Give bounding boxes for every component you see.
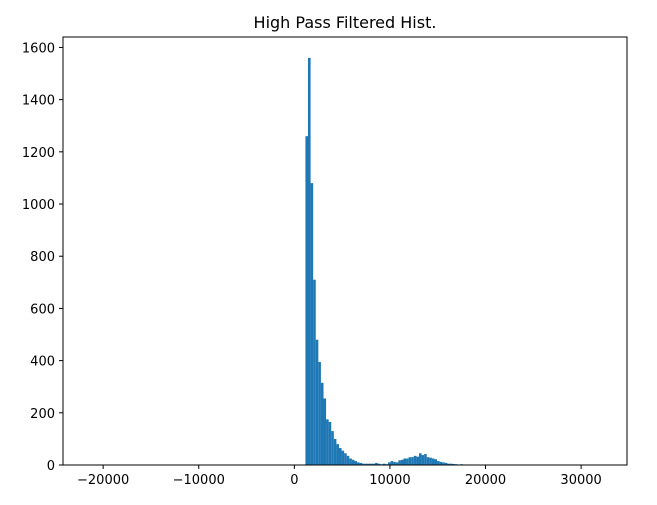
histogram-bar — [388, 462, 391, 465]
histogram-bar — [359, 462, 363, 465]
histogram-bar — [452, 463, 456, 465]
histogram-bar — [369, 463, 373, 465]
histogram-bar — [444, 462, 448, 465]
histogram-bar — [418, 453, 422, 465]
x-tick-label: 20000 — [465, 473, 506, 488]
histogram-bar — [442, 462, 445, 465]
y-tick-label: 1400 — [22, 94, 55, 109]
histogram-bar — [426, 457, 430, 465]
histogram-bar — [308, 57, 311, 465]
y-tick-label: 200 — [30, 407, 55, 422]
histogram-bar — [393, 461, 396, 465]
histogram-bar — [413, 455, 417, 465]
x-tick-label: 10000 — [369, 473, 410, 488]
histogram-bar — [439, 461, 443, 465]
y-axis-ticks: 0 200 400 600 800 1000 1200 1400 1600 — [22, 41, 63, 474]
histogram-bar — [395, 462, 399, 465]
histogram-bar — [357, 462, 360, 465]
histogram-bar — [320, 382, 324, 465]
histogram-bar — [344, 453, 347, 465]
x-tick-label: −10000 — [173, 473, 225, 488]
histogram-bar — [382, 463, 386, 465]
histogram-bar — [431, 458, 435, 465]
histogram-bar — [429, 457, 432, 465]
histogram-bar — [434, 459, 438, 465]
histogram-bar — [367, 463, 370, 465]
histogram-bar — [362, 463, 365, 465]
histogram-bar — [403, 458, 407, 465]
histogram-bar — [447, 463, 450, 465]
histogram-bar — [421, 455, 425, 465]
histogram-bar — [326, 419, 329, 465]
y-tick-label: 1200 — [22, 146, 55, 161]
histogram-bar — [424, 454, 427, 465]
x-tick-label: −20000 — [77, 473, 129, 488]
histogram-bar — [437, 461, 440, 465]
histogram-bar — [305, 136, 309, 466]
histogram-bar — [331, 431, 334, 465]
histogram-bar — [346, 455, 350, 465]
histogram-bar — [323, 398, 327, 465]
y-tick-label: 800 — [30, 250, 55, 265]
histogram-bar — [372, 463, 376, 465]
histogram-bar — [338, 448, 342, 465]
x-tick-label: 30000 — [560, 473, 601, 488]
y-tick-label: 1600 — [22, 41, 55, 56]
histogram-bar — [408, 457, 412, 465]
chart-title: High Pass Filtered Hist. — [254, 13, 437, 32]
histogram-bar — [328, 421, 332, 465]
histogram-bar — [349, 458, 352, 465]
histogram-bar — [375, 462, 378, 465]
histogram-bar — [398, 460, 401, 465]
histogram-bar — [336, 444, 339, 465]
histogram-bar — [390, 461, 394, 465]
histogram-bar — [411, 457, 414, 465]
x-axis-ticks: −20000 −10000 0 10000 20000 30000 — [77, 465, 602, 488]
histogram-bar — [351, 459, 355, 465]
histogram-bar — [354, 461, 358, 465]
histogram-bar — [341, 450, 345, 465]
y-tick-label: 1000 — [22, 198, 55, 213]
y-tick-label: 400 — [30, 355, 55, 370]
histogram-bar — [400, 459, 404, 465]
histogram-bar — [406, 458, 409, 465]
histogram-bar — [318, 361, 321, 465]
x-tick-label: 0 — [290, 473, 298, 488]
histogram-bar — [377, 463, 381, 465]
histogram-bar — [449, 463, 453, 465]
y-tick-label: 0 — [47, 459, 55, 474]
histogram-bar — [333, 438, 337, 465]
histogram-bar — [313, 279, 316, 465]
histogram-bar — [364, 463, 368, 465]
y-tick-label: 600 — [30, 302, 55, 317]
histogram-bar — [315, 339, 319, 465]
histogram-bar — [416, 456, 419, 465]
histogram-bar — [310, 183, 314, 465]
plot-frame — [62, 36, 628, 466]
